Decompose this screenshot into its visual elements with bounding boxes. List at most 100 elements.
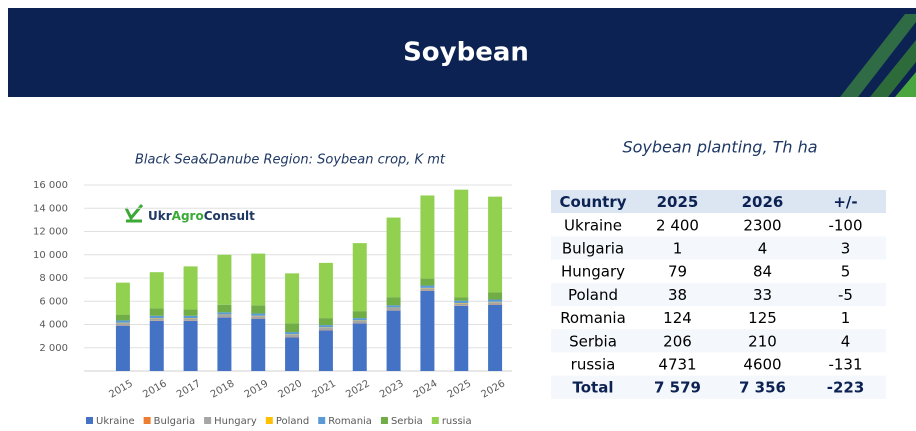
bar-segment (150, 321, 164, 371)
y-tick-label: 12 000 (33, 227, 68, 238)
table-cell: russia (571, 356, 616, 374)
table-cell: -5 (838, 286, 853, 304)
x-tick-label: 2026 (480, 378, 508, 400)
bar-segment (251, 305, 265, 313)
table-cell: 1 (841, 309, 851, 327)
bar-segment (353, 243, 367, 311)
legend-label: Hungary (214, 416, 257, 427)
bar-segment (184, 318, 198, 320)
bar-segment (454, 301, 468, 303)
bar-segment (184, 309, 198, 315)
table-cell: Bulgaria (562, 240, 624, 258)
bar-segment (387, 308, 401, 310)
table-cell: 7 579 (654, 379, 701, 397)
legend-label: Poland (276, 416, 309, 427)
bar-segment (184, 316, 198, 318)
bar-segment (150, 308, 164, 316)
table-cell: 79 (668, 263, 687, 281)
table-cell: -131 (828, 356, 862, 374)
legend-label: russia (442, 416, 472, 427)
bar-segment (387, 311, 401, 371)
logo-part: Ukr (148, 209, 172, 223)
bar-segment (353, 318, 367, 320)
table-cell: 4600 (743, 356, 781, 374)
table-title: Soybean planting, Th ha (622, 138, 817, 157)
bar-segment (251, 254, 265, 306)
bar-segment (454, 306, 468, 371)
bar-segment (454, 297, 468, 300)
x-tick-label: 2022 (344, 378, 372, 400)
y-tick-label: 4 000 (39, 320, 68, 331)
legend-swatch (144, 417, 151, 424)
bar-segment (353, 311, 367, 318)
table-cell: Ukraine (564, 216, 622, 234)
x-tick-label: 2016 (141, 378, 169, 400)
table-cell: -100 (828, 216, 862, 234)
table-cell: 2300 (743, 216, 781, 234)
bar-segment (319, 328, 333, 330)
table-cell: 124 (663, 309, 692, 327)
bar-segment (251, 319, 265, 371)
bar-segment (116, 283, 130, 315)
bar-segment (387, 218, 401, 298)
legend-label: Bulgaria (154, 416, 195, 427)
y-tick-label: 2 000 (39, 343, 68, 354)
legend-swatch (266, 417, 273, 424)
bar-segment (285, 332, 299, 334)
bar-segment (150, 272, 164, 308)
table-cell: +/- (833, 193, 857, 211)
bar-segment (387, 305, 401, 307)
logo-text: UkrAgroConsult (148, 209, 255, 223)
legend-label: Ukraine (96, 416, 135, 427)
table-cell: 38 (668, 286, 687, 304)
bar-segment (184, 321, 198, 371)
x-tick-label: 2023 (378, 378, 406, 400)
table-cell: 3 (841, 240, 851, 258)
table-cell: 2025 (657, 193, 699, 211)
x-tick-label: 2024 (412, 378, 440, 400)
bar-segment (150, 316, 164, 318)
bar-segment (420, 279, 434, 286)
bar-segment (150, 318, 164, 320)
bar-segment (353, 321, 367, 323)
bar-segment (116, 326, 130, 371)
y-tick-label: 6 000 (39, 296, 68, 307)
x-tick-label: 2021 (310, 378, 338, 400)
table-cell: 210 (748, 332, 777, 350)
table-cell: -223 (827, 379, 865, 397)
table-cell: 206 (663, 332, 692, 350)
bar-segment (488, 305, 502, 371)
bar-segment (285, 323, 299, 332)
logo: UkrAgroConsult (126, 205, 255, 223)
table-cell: Total (573, 379, 614, 397)
table-cell: 7 356 (739, 379, 786, 397)
bar-segment (217, 318, 231, 371)
bar-segment (488, 302, 502, 304)
table-cell: 5 (841, 263, 851, 281)
table-cell: Serbia (569, 332, 617, 350)
bar-segment (319, 330, 333, 371)
bar-segment (420, 288, 434, 290)
bar-segment (387, 297, 401, 305)
bar-segment (454, 303, 468, 305)
bar-segment (488, 300, 502, 302)
table-cell: Country (559, 193, 626, 211)
y-tick-label: 8 000 (39, 273, 68, 284)
table-cell: 2026 (742, 193, 784, 211)
slide-title: Soybean (403, 38, 529, 68)
bar-segment (420, 195, 434, 278)
bar-segment (285, 335, 299, 337)
logo-part: Agro (172, 209, 204, 223)
x-tick-label: 2025 (446, 378, 474, 400)
bar-segment (420, 291, 434, 371)
legend-label: Serbia (391, 416, 423, 427)
y-tick-label: 14 000 (33, 203, 68, 214)
table-cell: 2 400 (656, 216, 699, 234)
logo-part: Consult (204, 209, 255, 223)
table-cell: Poland (568, 286, 618, 304)
y-tick-label: 16 000 (33, 180, 68, 191)
x-tick-label: 2020 (277, 378, 305, 400)
bar-segment (251, 313, 265, 315)
x-tick-label: 2019 (243, 378, 271, 400)
